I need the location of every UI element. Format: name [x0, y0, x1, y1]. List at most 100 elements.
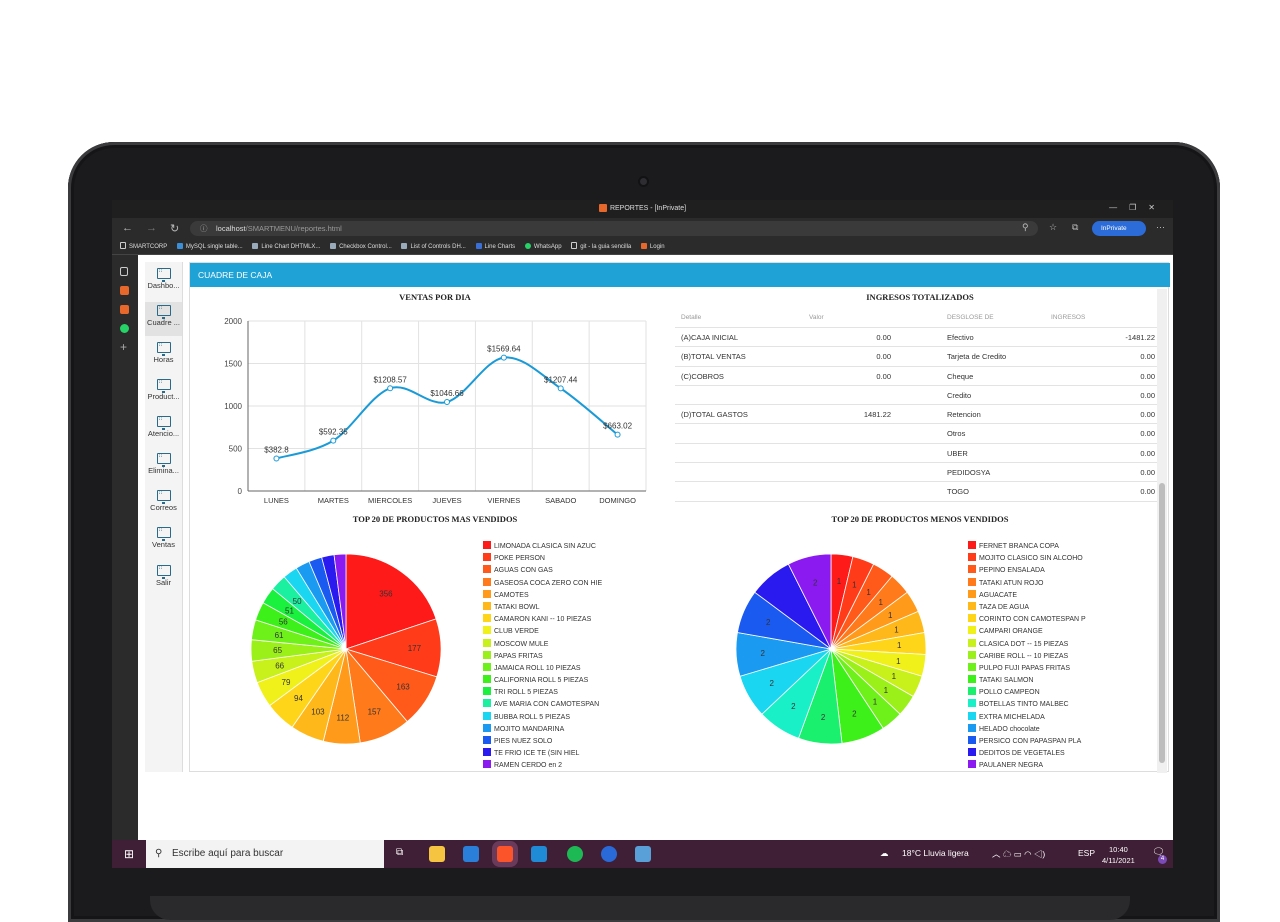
legend-item[interactable]: CAMOTES	[483, 589, 602, 602]
legend-item[interactable]: PAPAS FRITAS	[483, 650, 602, 663]
fav-item[interactable]: WhatsApp	[524, 240, 562, 254]
weather-icon[interactable]: ☁	[880, 848, 889, 858]
sidebar-item-salir[interactable]: Salir	[145, 564, 182, 587]
firefox-icon[interactable]	[601, 846, 617, 862]
url-input[interactable]: ⓘ localhost/SMARTMENU/reportes.html	[190, 221, 1038, 236]
taskbar-search[interactable]: ⚲ Escribe aquí para buscar	[146, 840, 384, 868]
language-indicator[interactable]: ESP	[1078, 848, 1096, 858]
forward-icon[interactable]: →	[146, 222, 157, 234]
legend-item[interactable]: JAMAICA ROLL 10 PIEZAS	[483, 662, 602, 675]
info-icon[interactable]: ⓘ	[200, 224, 208, 233]
fav-item[interactable]: Line Charts	[475, 240, 515, 254]
legend-swatch	[483, 541, 491, 549]
legend-item[interactable]: PEPINO ENSALADA	[968, 565, 1086, 577]
legend-item[interactable]: RAMEN CERDO en 2	[483, 760, 602, 772]
legend-item[interactable]: TATAKI SALMON	[968, 675, 1086, 687]
fav-item[interactable]: MySQL single table...	[176, 240, 243, 254]
line-chart-title: VENTAS POR DIA	[399, 292, 471, 302]
whatsapp-icon[interactable]	[120, 324, 129, 333]
legend-item[interactable]: MOJITO MANDARINA	[483, 723, 602, 736]
refresh-icon[interactable]: ↻	[170, 223, 180, 235]
fav-item[interactable]: Checkbox Control...	[330, 240, 392, 254]
brave-browser-icon[interactable]	[497, 846, 513, 862]
read-aloud-icon[interactable]: ⚲	[1022, 222, 1029, 232]
legend-item[interactable]: PIES NUEZ SOLO	[483, 736, 602, 748]
collections-icon[interactable]: ⧉	[1072, 222, 1079, 232]
legend-item[interactable]: TE FRIO ICE TE (SIN HIEL	[483, 748, 602, 760]
add-icon[interactable]: +	[120, 340, 128, 354]
legend-item[interactable]: CORINTO CON CAMOTESPAN P	[968, 614, 1086, 626]
fav-item[interactable]: SMARTCORP	[120, 240, 167, 254]
legend-item[interactable]: CALIFORNIA ROLL 5 PIEZAS	[483, 675, 602, 687]
legend-item[interactable]: TATAKI BOWL	[483, 601, 602, 614]
task-view-icon[interactable]: ⧉	[396, 847, 404, 858]
legend-item[interactable]: BUBBA ROLL 5 PIEZAS	[483, 711, 602, 724]
legend-item[interactable]: AVE MARIA CON CAMOTESPAN	[483, 699, 602, 711]
legend-item[interactable]: POKE PERSON	[483, 553, 602, 565]
sidebar-item-productos[interactable]: Product...	[145, 378, 182, 401]
slice-label: 65	[273, 646, 282, 655]
weather-text[interactable]: 18°C Lluvia ligera	[902, 848, 969, 858]
legend-item[interactable]: PAULANER NEGRA	[968, 760, 1086, 772]
fav-item[interactable]: Line Chart DHTMLX...	[252, 240, 320, 254]
legend-item[interactable]: DEDITOS DE VEGETALES	[968, 748, 1086, 760]
legend-swatch	[968, 711, 976, 720]
spotify-icon[interactable]	[567, 846, 583, 862]
app-icon[interactable]	[120, 305, 129, 314]
legend-item[interactable]: HELADO chocolate	[968, 723, 1086, 736]
legend-item[interactable]: LIMONADA CLASICA SIN AZUC	[483, 541, 602, 553]
sidebar-item-atencion[interactable]: Atencio...	[145, 415, 182, 438]
more-icon[interactable]: ⋯	[1156, 222, 1165, 232]
legend-item[interactable]: MOJITO CLASICO SIN ALCOHO	[968, 553, 1086, 565]
legend-item[interactable]: BOTELLAS TINTO MALBEC	[968, 699, 1086, 711]
inprivate-button[interactable]: InPrivate	[1092, 221, 1146, 236]
legend-item[interactable]: MOSCOW MULE	[483, 638, 602, 651]
notifications-icon[interactable]: 🗨	[1152, 847, 1165, 858]
legend-item[interactable]: CLUB VERDE	[483, 626, 602, 638]
legend-item[interactable]: POLLO CAMPEON	[968, 687, 1086, 699]
window-controls[interactable]: —❐✕	[1109, 203, 1167, 212]
sidebar-item-eliminar[interactable]: Elimina...	[145, 452, 182, 475]
legend-swatch	[968, 553, 976, 562]
app-icon[interactable]	[120, 286, 129, 295]
clock[interactable]: 10:40 4/11/2021	[1102, 844, 1135, 866]
scrollbar[interactable]	[1157, 289, 1167, 773]
mail-icon[interactable]	[463, 846, 479, 862]
fav-item[interactable]: Login	[640, 240, 665, 254]
tray-icons[interactable]: ︿ ☁ ▭ ◠ ◁)	[992, 849, 1046, 859]
scrollbar-thumb[interactable]	[1159, 483, 1165, 763]
back-icon[interactable]: ←	[122, 222, 133, 234]
sidebar-item-ventas[interactable]: Ventas	[145, 526, 182, 549]
file-explorer-icon[interactable]	[429, 846, 445, 862]
legend-item[interactable]: AGUACATE	[968, 589, 1086, 602]
legend-item[interactable]: CLASICA DOT -- 15 PIEZAS	[968, 638, 1086, 651]
legend-item[interactable]: CAMARON KANI -- 10 PIEZAS	[483, 614, 602, 626]
fav-item[interactable]: git - la guia sencilla	[571, 240, 631, 254]
notepad-icon[interactable]	[635, 846, 651, 862]
legend-swatch	[483, 699, 491, 708]
tabs-icon[interactable]	[120, 267, 128, 276]
legend-swatch	[483, 589, 491, 598]
legend-item[interactable]: CARIBE ROLL -- 10 PIEZAS	[968, 650, 1086, 663]
ingresos-title: INGRESOS TOTALIZADOS	[866, 292, 974, 302]
favorites-icon[interactable]: ☆	[1049, 222, 1058, 232]
fav-item[interactable]: List of Controls DH...	[401, 240, 466, 254]
legend-item[interactable]: CAMPARI ORANGE	[968, 626, 1086, 638]
monitor-icon	[156, 267, 171, 282]
sidebar-item-dashboard[interactable]: Dashbo...	[145, 267, 182, 290]
sidebar-item-horas[interactable]: Horas	[145, 341, 182, 364]
sidebar-item-correos[interactable]: Correos	[145, 489, 182, 512]
legend-item[interactable]: AGUAS CON GAS	[483, 565, 602, 577]
legend-item[interactable]: TRI ROLL 5 PIEZAS	[483, 687, 602, 699]
windows-start-icon[interactable]: ⊞	[124, 847, 135, 861]
sidebar-item-cuadre[interactable]: Cuadre ...	[145, 302, 182, 336]
legend-item[interactable]: PERSICO CON PAPASPAN PLA	[968, 736, 1086, 748]
legend-item[interactable]: FERNET BRANCA COPA	[968, 541, 1086, 553]
legend-item[interactable]: EXTRA MICHELADA	[968, 711, 1086, 724]
cell-valor: 0.00	[876, 333, 891, 342]
legend-item[interactable]: TAZA DE AGUA	[968, 601, 1086, 614]
vscode-icon[interactable]	[531, 846, 547, 862]
legend-item[interactable]: GASEOSA COCA ZERO CON HIE	[483, 577, 602, 590]
legend-item[interactable]: PULPO FUJI PAPAS FRITAS	[968, 662, 1086, 675]
legend-item[interactable]: TATAKI ATUN ROJO	[968, 577, 1086, 590]
